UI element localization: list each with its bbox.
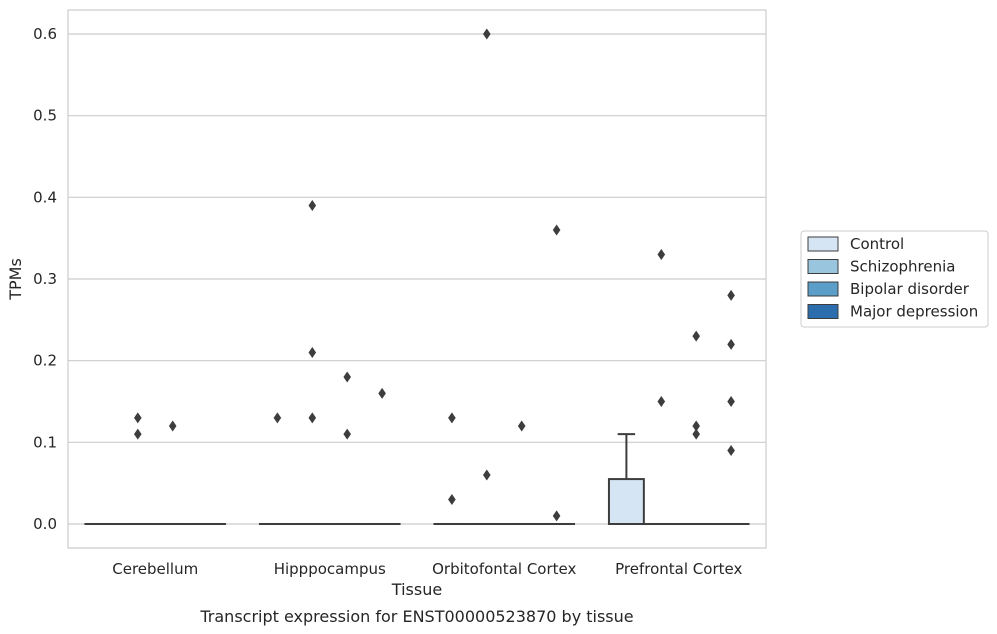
box-control [607,433,645,526]
y-tick-labels: 0.0 0.1 0.2 0.3 0.4 0.5 0.6 [33,25,57,533]
outlier-point [483,469,491,481]
box-series [84,433,750,526]
outlier-point [168,420,177,432]
legend-label: Schizophrenia [850,258,955,276]
x-tick-label: Cerebellum [112,560,198,578]
y-tick-label: 0.2 [33,352,57,370]
outlier-point [308,412,317,424]
outlier-point [552,510,561,522]
outlier-point [727,289,735,301]
chart-caption: Transcript expression for ENST0000052387… [199,607,633,626]
outlier-point [483,28,491,40]
legend-swatch [807,259,839,274]
x-tick-labels: Cerebellum Hipppocampus Orbitofontal Corte… [112,560,742,578]
y-axis-label: TPMs [6,258,25,301]
outlier-point [727,445,735,456]
y-tick-label: 0.6 [33,25,57,43]
outlier-point [448,412,456,424]
legend-frame [800,230,989,328]
outlier-point [273,412,282,424]
legend-swatch [807,236,839,252]
outlier-point [308,200,317,211]
outlier-points [134,28,735,522]
plot-frame [67,9,767,549]
outlier-point [343,428,351,440]
legend-label: Major depression [850,303,978,321]
legend: Control Schizophrenia Bipolar disorder Majo… [800,230,989,328]
legend-label: Bipolar disorder [850,280,970,298]
outlier-point [517,420,526,432]
outlier-point [657,396,666,407]
y-tick-label: 0.0 [33,515,57,533]
outlier-point [692,420,700,432]
x-tick-label: Hipppocampus [274,560,386,578]
outlier-point [308,347,317,358]
outlier-point [727,338,735,350]
y-tick-label: 0.1 [33,433,57,451]
x-tick-label: Orbitofontal Cortex [432,560,576,578]
x-axis-label: Tissue [391,580,442,599]
y-tick-label: 0.4 [33,188,57,206]
outlier-point [552,224,561,236]
outlier-point [134,412,142,424]
outlier-point [378,387,386,399]
outlier-point [134,428,142,440]
y-tick-label: 0.3 [33,270,57,288]
x-tick-label: Prefrontal Cortex [615,560,742,578]
outlier-point [692,330,700,342]
outlier-point [343,371,351,383]
outlier-point [727,396,735,407]
legend-label: Control [850,235,904,253]
y-tick-label: 0.5 [33,107,57,125]
outlier-point [692,428,700,440]
outlier-point [448,494,456,505]
legend-swatch [807,281,839,297]
legend-swatch [807,304,839,319]
box-rect [607,478,645,526]
outlier-point [657,249,666,260]
